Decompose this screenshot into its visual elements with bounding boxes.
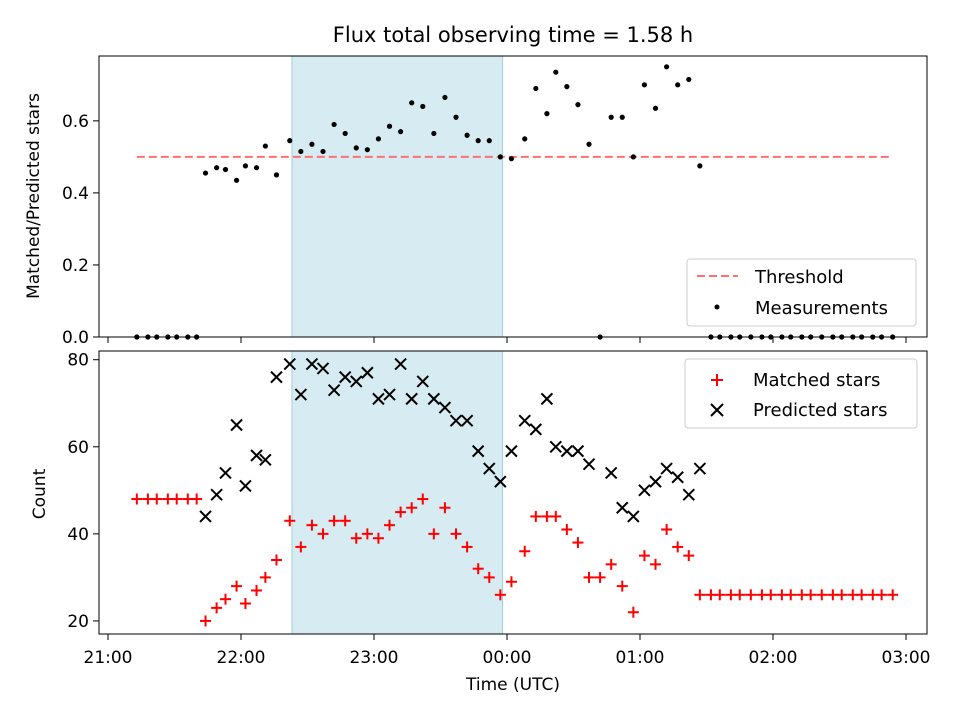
measurement-point xyxy=(509,156,514,161)
measurement-point xyxy=(575,102,580,107)
y-tick-label: 0.0 xyxy=(62,328,89,348)
legend-measurements-label: Measurements xyxy=(755,298,888,319)
top-y-axis-label: Matched/Predicted stars xyxy=(24,93,44,299)
measurement-point xyxy=(365,147,370,152)
measurement-point xyxy=(653,106,658,111)
measurement-point xyxy=(564,84,569,89)
observing-span xyxy=(292,351,503,634)
x-tick-label: 03:00 xyxy=(882,648,931,668)
observing-span-band xyxy=(292,351,503,634)
x-tick-label: 22:00 xyxy=(217,648,266,668)
x-axis-label: Time (UTC) xyxy=(465,675,560,695)
measurement-point xyxy=(320,149,325,154)
y-tick-label: 20 xyxy=(67,612,89,632)
top-legend: Threshold Measurements xyxy=(687,259,916,326)
measurement-point xyxy=(675,82,680,87)
measurement-point xyxy=(223,167,228,172)
measurement-point xyxy=(686,77,691,82)
measurement-point xyxy=(642,82,647,87)
observing-span-band xyxy=(292,56,503,337)
measurement-point xyxy=(697,163,702,168)
measurement-point xyxy=(203,170,208,175)
x-tick-label: 01:00 xyxy=(616,648,665,668)
measurement-point xyxy=(309,142,314,147)
measurement-point xyxy=(234,178,239,183)
measurement-point xyxy=(376,136,381,141)
chart-title: Flux total observing time = 1.58 h xyxy=(333,23,693,47)
measurement-point xyxy=(243,163,248,168)
y-tick-label: 0.2 xyxy=(62,256,89,276)
x-tick-label: 00:00 xyxy=(483,648,532,668)
measurement-point xyxy=(609,115,614,120)
measurement-point xyxy=(263,143,268,148)
measurement-point xyxy=(544,111,549,116)
measurement-point xyxy=(586,142,591,147)
x-tick-label: 21:00 xyxy=(84,648,133,668)
measurement-point xyxy=(498,154,503,159)
measurement-point xyxy=(664,64,669,69)
measurement-point xyxy=(332,122,337,127)
legend-predicted-label: Predicted stars xyxy=(753,400,887,421)
x-tick-label: 02:00 xyxy=(749,648,798,668)
measurement-point xyxy=(631,154,636,159)
y-tick-label: 60 xyxy=(67,438,89,458)
legend-matched-label: Matched stars xyxy=(753,370,880,391)
measurement-point xyxy=(453,115,458,120)
measurement-point xyxy=(387,124,392,129)
measurement-point xyxy=(354,145,359,150)
measurement-point xyxy=(533,86,538,91)
measurement-point xyxy=(343,131,348,136)
y-tick-label: 0.6 xyxy=(62,112,89,132)
measurement-point xyxy=(476,138,481,143)
observing-span xyxy=(292,56,503,337)
measurement-point xyxy=(431,131,436,136)
bottom-legend: Matched stars Predicted stars xyxy=(685,359,917,428)
measurement-point xyxy=(553,70,558,75)
measurement-point xyxy=(398,129,403,134)
measurement-point xyxy=(620,115,625,120)
bottom-y-axis-label: Count xyxy=(30,468,50,519)
y-tick-label: 40 xyxy=(67,525,89,545)
measurement-point xyxy=(420,104,425,109)
y-tick-label: 0.4 xyxy=(62,184,89,204)
x-tick-label: 23:00 xyxy=(350,648,399,668)
measurement-point xyxy=(287,138,292,143)
legend-threshold-label: Threshold xyxy=(754,267,844,288)
measurement-point xyxy=(465,133,470,138)
measurement-point xyxy=(409,100,414,105)
figure: Flux total observing time = 1.58 h 0.0 0.… xyxy=(0,0,960,720)
measurement-point xyxy=(274,172,279,177)
legend-measurements-swatch xyxy=(715,305,720,310)
measurement-point xyxy=(254,165,259,170)
y-tick-label: 80 xyxy=(67,351,89,371)
measurement-point xyxy=(522,136,527,141)
measurement-point xyxy=(487,138,492,143)
measurement-point xyxy=(298,149,303,154)
measurement-point xyxy=(214,165,219,170)
measurement-point xyxy=(442,95,447,100)
